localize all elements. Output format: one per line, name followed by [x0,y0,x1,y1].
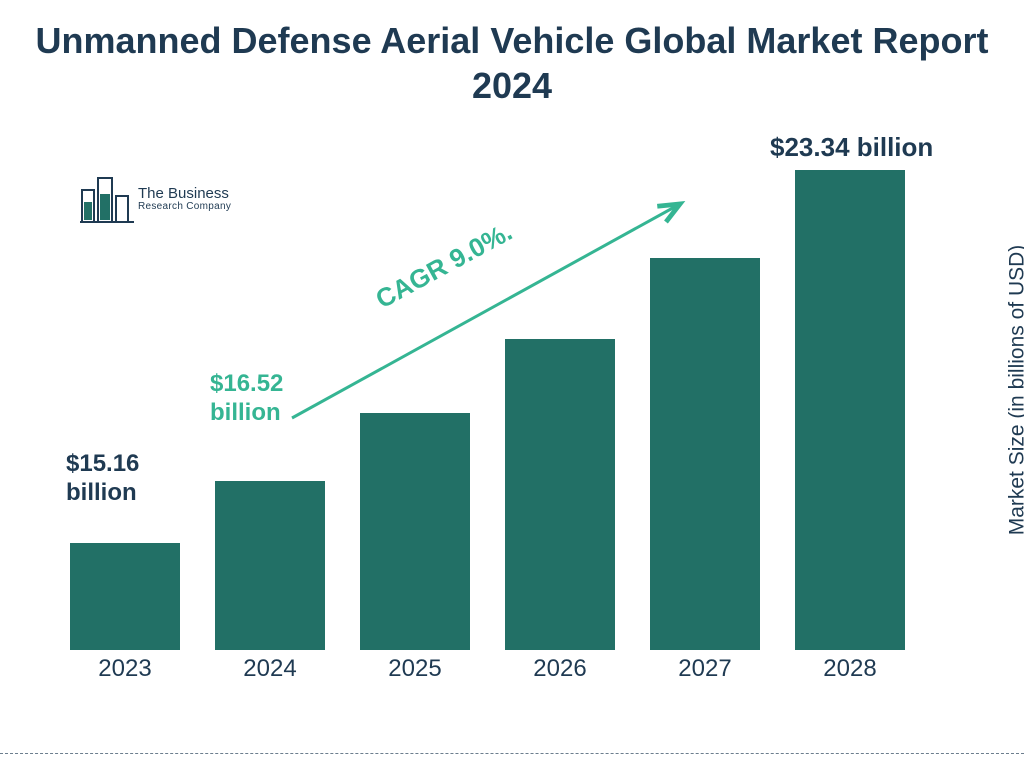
ann-2023-l1: $15.16 [66,450,139,479]
chart-canvas: Unmanned Defense Aerial Vehicle Global M… [0,0,1024,768]
chart-title: Unmanned Defense Aerial Vehicle Global M… [0,18,1024,108]
xlabel-2025: 2025 [360,655,470,683]
ann-2023-l2: billion [66,479,139,508]
ann-2024-l2: billion [210,399,283,428]
bar-2026 [505,339,615,650]
annotation-2023: $15.16 billion [66,450,139,508]
bar-chart: CAGR 9.0%. $15.16 billion $16.52 billion… [70,130,940,685]
x-axis-labels: 2023 2024 2025 2026 2027 2028 [70,655,940,685]
ann-2028-text: $23.34 billion [770,132,933,162]
xlabel-2028: 2028 [795,655,905,683]
y-axis-title: Market Size (in billions of USD) [1002,130,1024,650]
xlabel-2024: 2024 [215,655,325,683]
y-axis-title-text: Market Size (in billions of USD) [1005,245,1024,536]
footer-dashed-line [0,753,1024,754]
bar-2024 [215,481,325,650]
plot-area: CAGR 9.0%. $15.16 billion $16.52 billion… [70,130,940,650]
xlabel-2027: 2027 [650,655,760,683]
bar-2023 [70,543,180,650]
annotation-2028: $23.34 billion [770,132,933,163]
bar-2025 [360,413,470,650]
bars-layer [70,130,940,650]
ann-2024-l1: $16.52 [210,370,283,399]
annotation-2024: $16.52 billion [210,370,283,428]
xlabel-2026: 2026 [505,655,615,683]
bar-2027 [650,258,760,650]
bar-2028 [795,170,905,650]
xlabel-2023: 2023 [70,655,180,683]
